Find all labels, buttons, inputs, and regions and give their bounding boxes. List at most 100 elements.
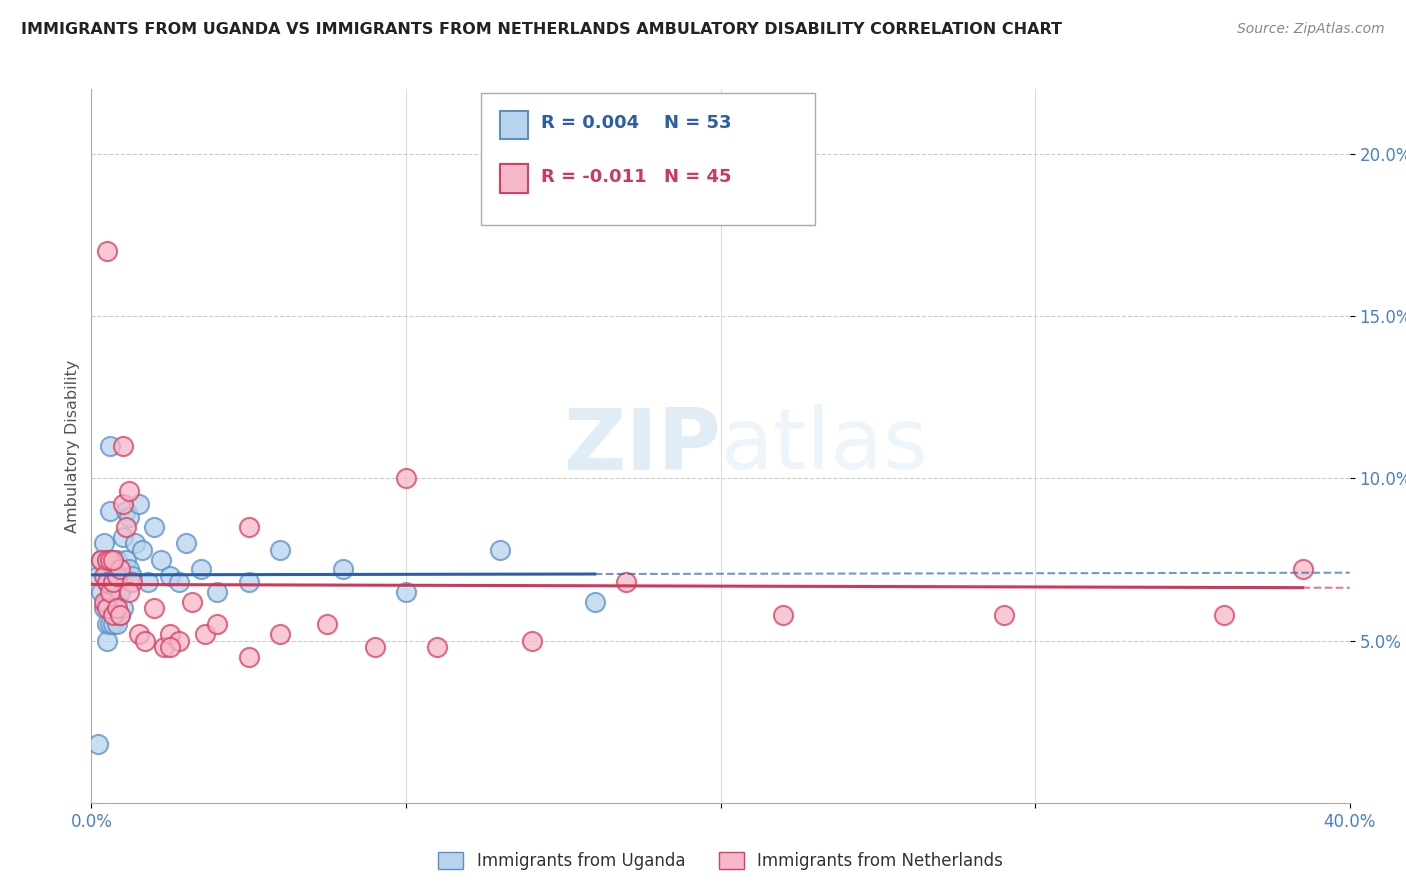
Point [111,530,134,544]
Point [96,633,118,648]
Point [111,497,134,511]
Point [96,562,118,576]
Point [269,542,291,557]
Point [238,649,260,664]
Point [103,601,125,615]
Point [1291,562,1313,576]
Point [118,585,141,599]
Text: atlas: atlas [720,404,928,488]
Point [118,562,141,576]
Point [395,585,418,599]
Point [96,552,118,566]
Point [103,552,125,566]
Point [269,627,291,641]
Point [115,504,138,518]
Point [103,575,125,590]
Point [131,542,153,557]
Bar [501,111,529,139]
Point [108,562,131,576]
Text: N = 45: N = 45 [664,168,731,186]
Point [152,640,174,654]
Point [105,617,128,632]
Point [98,552,121,566]
Point [332,562,354,576]
Point [136,575,159,590]
Point [96,552,118,566]
Point [1212,607,1236,622]
Point [159,568,181,582]
Point [124,536,146,550]
Point [159,640,181,654]
Point [194,627,217,641]
Point [111,562,134,576]
Point [149,552,172,566]
Point [111,601,134,615]
Point [128,497,150,511]
Text: N = 53: N = 53 [664,114,731,132]
Point [115,520,138,534]
Point [205,585,228,599]
Point [105,552,128,566]
Point [103,617,125,632]
Point [143,520,166,534]
Text: IMMIGRANTS FROM UGANDA VS IMMIGRANTS FROM NETHERLANDS AMBULATORY DISABILITY CORR: IMMIGRANTS FROM UGANDA VS IMMIGRANTS FRO… [21,22,1062,37]
Point [93,595,115,609]
Point [93,536,115,550]
Point [98,439,121,453]
Point [93,601,115,615]
Point [98,585,121,599]
Point [90,552,112,566]
Point [128,627,150,641]
Point [105,575,128,590]
Point [181,595,204,609]
Point [93,568,115,582]
Point [111,439,134,453]
Point [190,562,212,576]
Point [426,640,449,654]
Point [108,562,131,576]
Point [205,617,228,632]
Point [108,607,131,622]
Text: Source: ZipAtlas.com: Source: ZipAtlas.com [1237,22,1385,37]
Bar [501,164,529,193]
Text: ZIP: ZIP [562,404,720,488]
Point [103,552,125,566]
Point [121,568,143,582]
Point [90,552,112,566]
Point [103,607,125,622]
Point [174,536,197,550]
Point [118,510,141,524]
Point [238,575,260,590]
Point [103,575,125,590]
Y-axis label: Ambulatory Disability: Ambulatory Disability [65,359,80,533]
Point [134,633,156,648]
Point [105,568,128,582]
Point [614,575,637,590]
Point [772,607,794,622]
FancyBboxPatch shape [481,93,815,225]
Text: R = -0.011: R = -0.011 [541,168,647,186]
Point [96,575,118,590]
Point [98,575,121,590]
Point [98,504,121,518]
Point [583,595,606,609]
Point [108,585,131,599]
Point [86,568,108,582]
Point [169,633,191,648]
Legend: Immigrants from Uganda, Immigrants from Netherlands: Immigrants from Uganda, Immigrants from … [432,845,1010,877]
Point [143,601,166,615]
Point [993,607,1015,622]
Point [121,575,143,590]
Point [238,520,260,534]
Point [489,542,512,557]
Point [115,552,138,566]
Point [96,595,118,609]
Point [169,575,191,590]
Point [159,627,181,641]
Point [96,617,118,632]
Point [520,633,543,648]
Point [118,484,141,499]
Point [96,575,118,590]
Point [96,601,118,615]
Text: R = 0.004: R = 0.004 [541,114,638,132]
